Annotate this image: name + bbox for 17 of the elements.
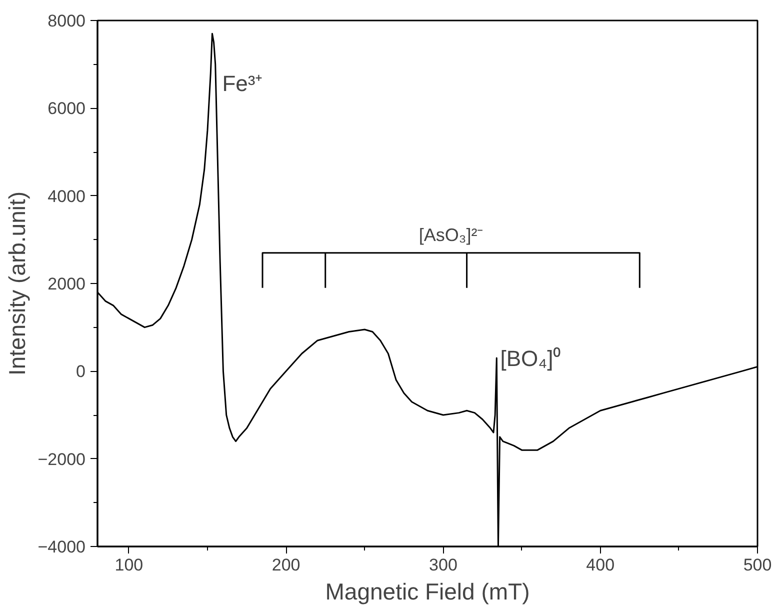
x-tick-label: 200 [272, 556, 300, 574]
x-tick-label: 300 [429, 556, 458, 574]
y-axis-title: Intensity (arb.unit) [4, 191, 30, 376]
y-tick-label: 4000 [48, 186, 86, 206]
y-tick-label: 6000 [48, 99, 86, 118]
annotation: [BO₄]⁰ [500, 346, 562, 372]
y-tick-label: 0 [76, 362, 86, 382]
y-tick-label: −2000 [38, 450, 86, 469]
x-tick-label: 400 [586, 556, 615, 574]
annotation: Fe³⁺ [222, 71, 262, 96]
y-tick-label: −4000 [38, 538, 86, 556]
y-tick-label: 8000 [48, 12, 86, 30]
x-axis-title: Magnetic Field (mT) [325, 578, 530, 604]
y-tick-label: 2000 [48, 274, 86, 294]
x-tick-label: 100 [114, 556, 144, 574]
annotation: [AsO₃]²⁻ [418, 224, 484, 245]
x-tick-label: 500 [743, 556, 772, 574]
